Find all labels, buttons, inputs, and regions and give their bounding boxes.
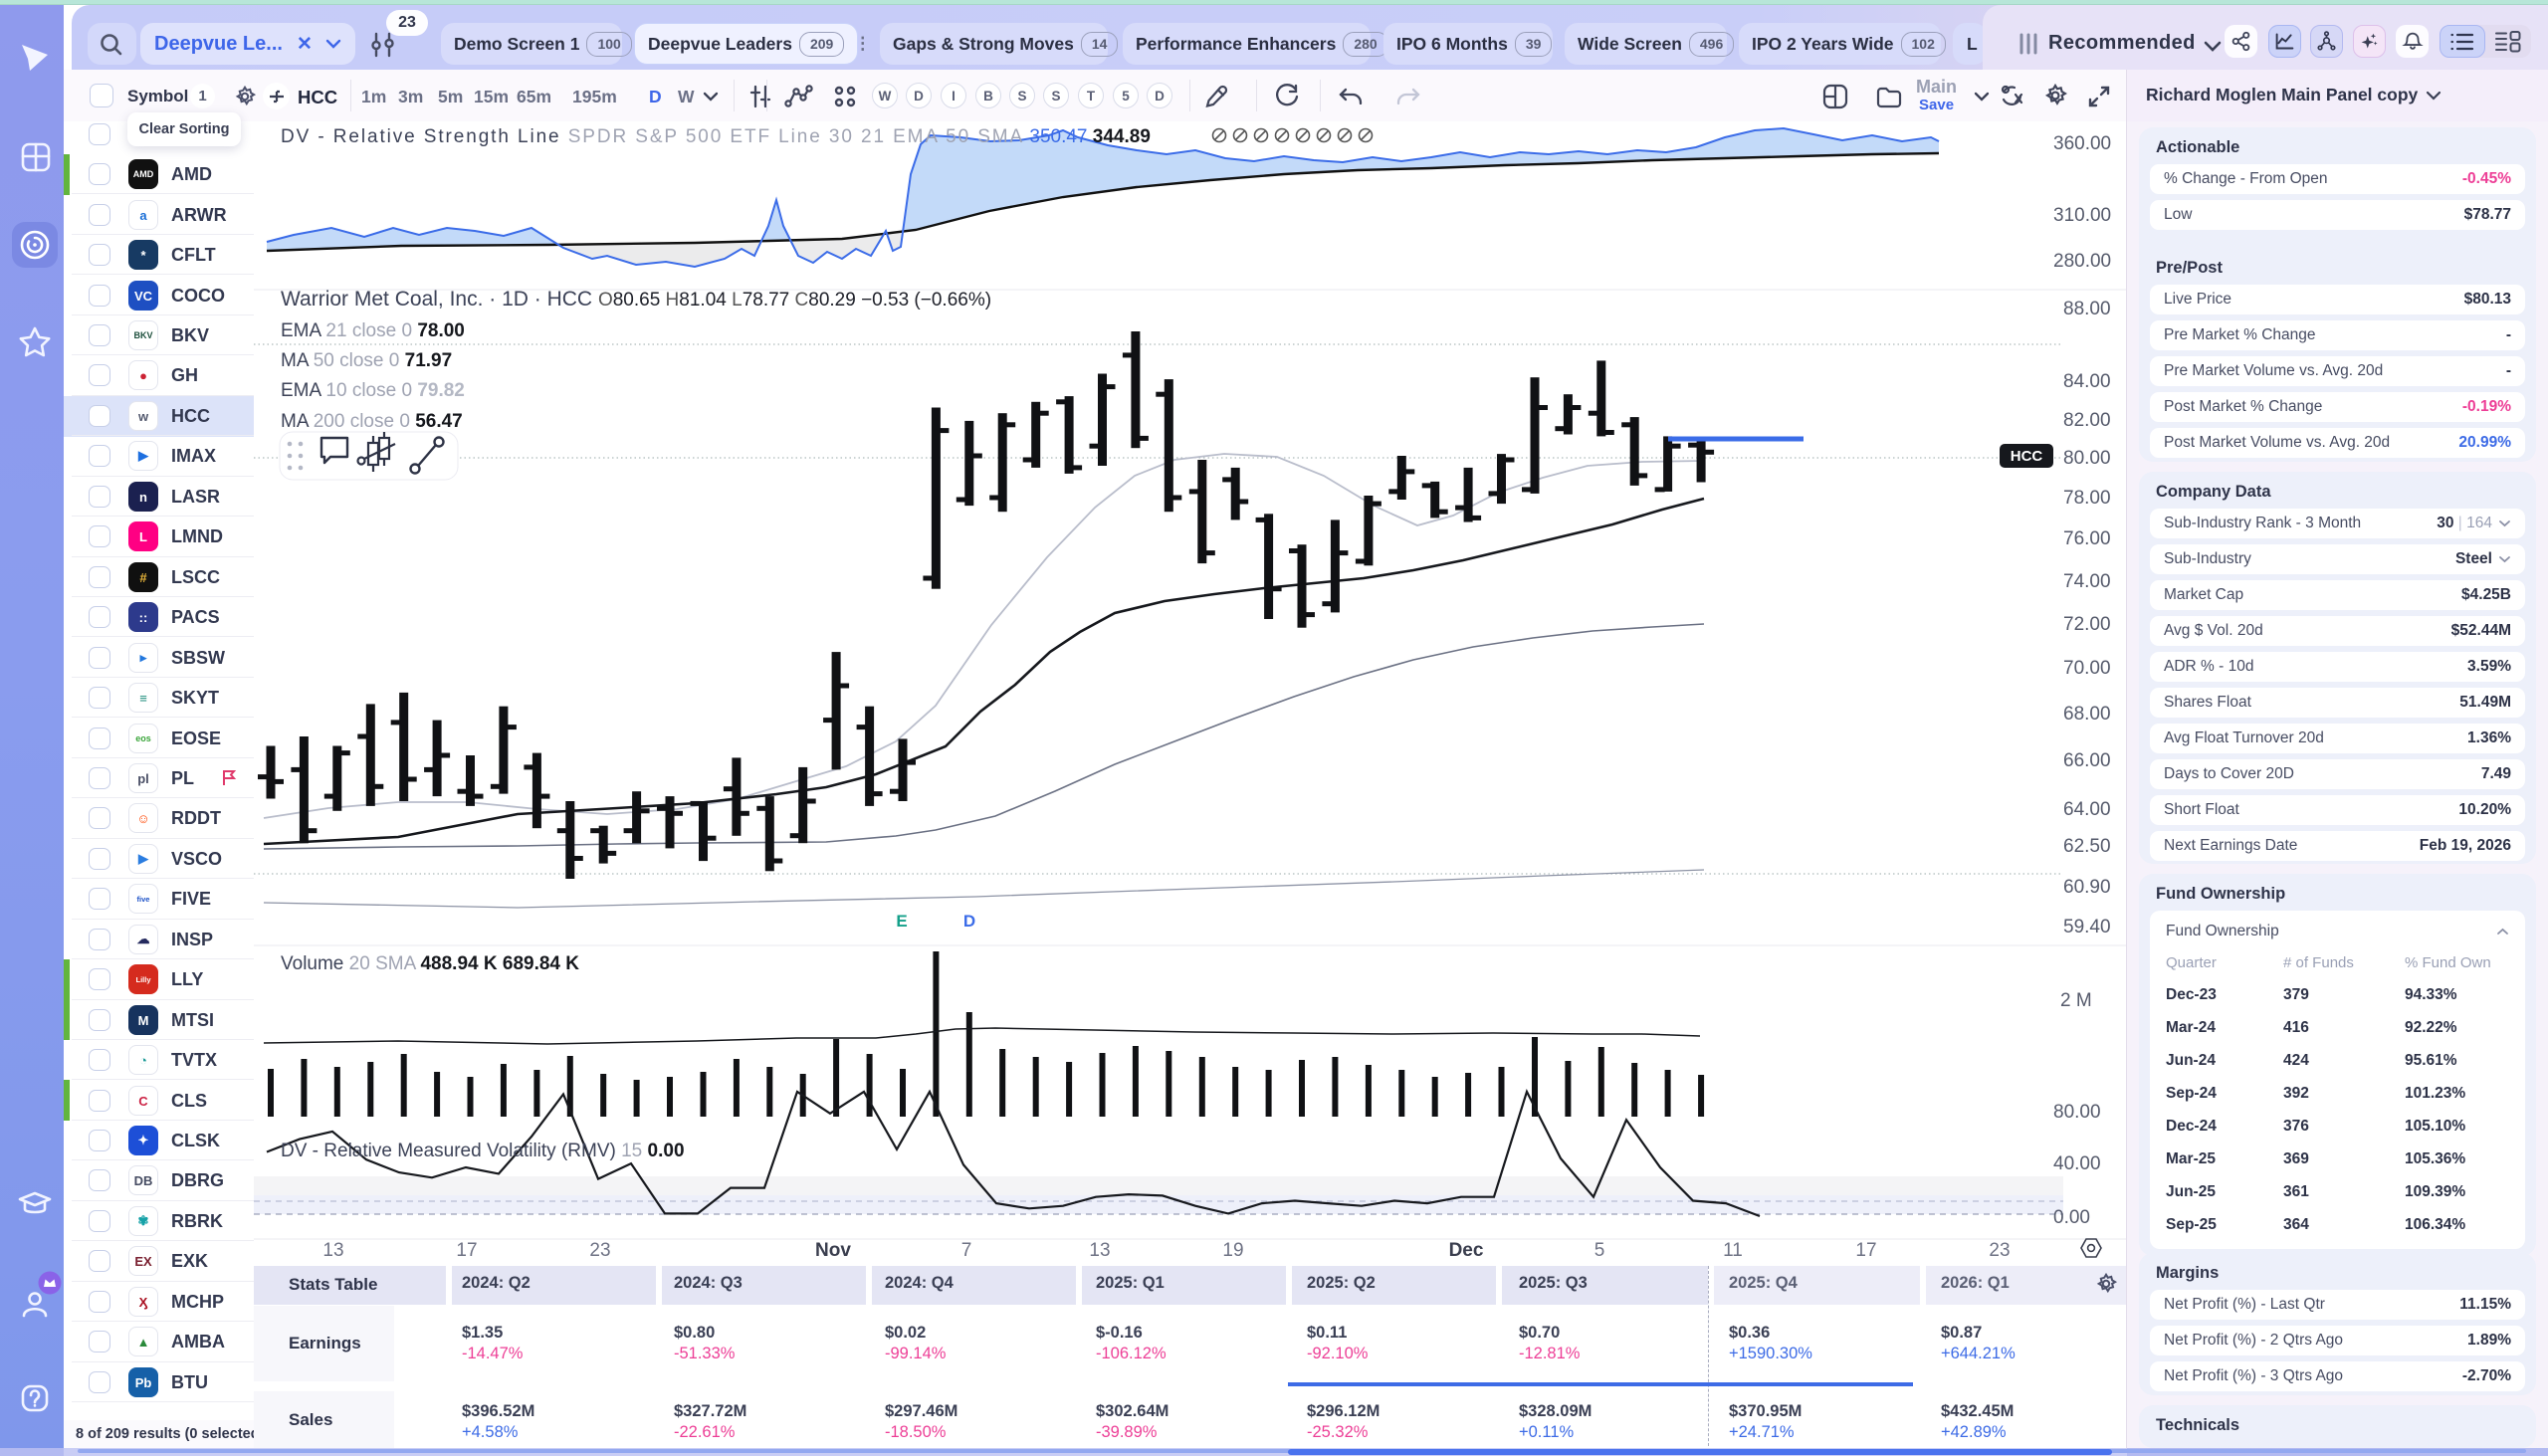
svg-text:5: 5: [1594, 1240, 1605, 1260]
svg-text:D: D: [963, 912, 975, 931]
svg-text:310.00: 310.00: [2053, 205, 2111, 226]
svg-text:MA 50 close 0 71.97: MA 50 close 0 71.97: [281, 350, 452, 371]
svg-text:17: 17: [456, 1240, 477, 1260]
svg-text:Dec: Dec: [1449, 1240, 1484, 1260]
svg-text:66.00: 66.00: [2063, 750, 2111, 771]
svg-text:84.00: 84.00: [2063, 371, 2111, 392]
svg-text:62.50: 62.50: [2063, 836, 2111, 857]
svg-text:E: E: [896, 912, 907, 931]
svg-text:11: 11: [1723, 1240, 1743, 1260]
svg-text:Volume 20 SMA 488.94 K 689.8: Volume 20 SMA 488.94 K 689.84 K: [281, 953, 579, 974]
svg-text:EMA 21 close 0 78.00: EMA 21 close 0 78.00: [281, 320, 465, 341]
svg-text:DV - Relative Measured Volatil: DV - Relative Measured Volatility (RMV) …: [281, 1141, 685, 1161]
svg-text:MA 200 close 0 56.47: MA 200 close 0 56.47: [281, 411, 463, 432]
svg-text:EMA 10 close 0 79.82: EMA 10 close 0 79.82: [281, 380, 465, 401]
svg-text:0.00: 0.00: [2053, 1207, 2090, 1228]
svg-text:Warrior Met Coal, Inc. · 1D ·: Warrior Met Coal, Inc. · 1D · HCC O80.65…: [281, 288, 991, 311]
svg-text:76.00: 76.00: [2063, 528, 2111, 549]
svg-text:70.00: 70.00: [2063, 658, 2111, 679]
svg-text:23: 23: [589, 1240, 610, 1260]
svg-text:64.00: 64.00: [2063, 799, 2111, 820]
svg-text:23: 23: [1989, 1240, 2010, 1260]
svg-text:7: 7: [961, 1240, 972, 1260]
svg-text:82.00: 82.00: [2063, 410, 2111, 431]
svg-text:60.90: 60.90: [2063, 877, 2111, 898]
svg-text:13: 13: [322, 1240, 343, 1260]
svg-text:88.00: 88.00: [2063, 299, 2111, 319]
svg-text:59.40: 59.40: [2063, 917, 2111, 937]
svg-text:78.00: 78.00: [2063, 488, 2111, 509]
svg-text:80.00: 80.00: [2053, 1102, 2101, 1123]
svg-text:68.00: 68.00: [2063, 704, 2111, 725]
svg-text:40.00: 40.00: [2053, 1153, 2101, 1174]
svg-text:HCC: HCC: [2011, 448, 2043, 465]
svg-text:72.00: 72.00: [2063, 614, 2111, 635]
svg-text:DV - Relative Strength Line SP: DV - Relative Strength Line SPDR S&P 500…: [281, 126, 1151, 147]
svg-text:80.00: 80.00: [2063, 448, 2111, 469]
svg-text:13: 13: [1089, 1240, 1110, 1260]
svg-text:360.00: 360.00: [2053, 133, 2111, 154]
svg-text:17: 17: [1855, 1240, 1876, 1260]
svg-text:Nov: Nov: [815, 1240, 851, 1260]
svg-text:280.00: 280.00: [2053, 251, 2111, 272]
svg-text:74.00: 74.00: [2063, 571, 2111, 592]
svg-text:2 M: 2 M: [2060, 990, 2092, 1011]
svg-text:19: 19: [1222, 1240, 1243, 1260]
